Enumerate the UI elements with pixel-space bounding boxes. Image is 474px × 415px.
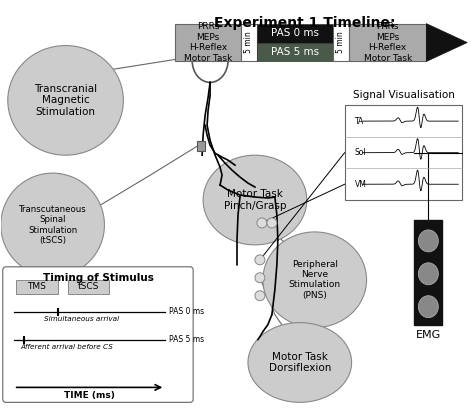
Text: Motor Task
Pinch/Grasp: Motor Task Pinch/Grasp (224, 189, 286, 211)
Ellipse shape (203, 155, 307, 245)
Text: Sol: Sol (355, 148, 366, 157)
Text: Experiment 1 Timeline:: Experiment 1 Timeline: (214, 16, 395, 29)
Ellipse shape (267, 218, 277, 228)
Text: Transcutaneous
Spinal
Stimulation
(tSCS): Transcutaneous Spinal Stimulation (tSCS) (19, 205, 86, 245)
Bar (345, 105, 462, 200)
Text: PAS 5 ms: PAS 5 ms (169, 335, 204, 344)
Ellipse shape (192, 39, 228, 83)
Bar (414, 220, 442, 325)
Bar (349, 24, 426, 61)
Text: PRRs
MEPs
H-Reflex
Motor Task: PRRs MEPs H-Reflex Motor Task (364, 22, 412, 63)
Text: TIME (ms): TIME (ms) (64, 391, 115, 400)
Text: TA: TA (355, 117, 364, 126)
Text: TMS: TMS (27, 282, 46, 291)
Ellipse shape (419, 296, 438, 317)
Bar (333, 24, 349, 61)
Text: Afferent arrival before CS: Afferent arrival before CS (20, 344, 113, 349)
Text: 5 min: 5 min (337, 32, 346, 54)
Bar (241, 24, 257, 61)
Ellipse shape (263, 232, 366, 327)
Bar (197, 141, 205, 151)
Text: Simultaneous arrival: Simultaneous arrival (45, 316, 119, 322)
Ellipse shape (419, 263, 438, 285)
Bar (16, 280, 58, 294)
Ellipse shape (255, 273, 265, 283)
Ellipse shape (8, 46, 123, 155)
Text: PRRs
MEPs
H-Reflex
Motor Task: PRRs MEPs H-Reflex Motor Task (184, 22, 232, 63)
Text: VM: VM (355, 180, 366, 189)
Text: Transcranial
Magnetic
Stimulation: Transcranial Magnetic Stimulation (34, 84, 97, 117)
Ellipse shape (257, 218, 267, 228)
Text: 5 min: 5 min (245, 32, 254, 54)
Bar (175, 24, 241, 61)
Text: tSCS: tSCS (78, 282, 99, 291)
Text: Peripheral
Nerve
Stimulation
(PNS): Peripheral Nerve Stimulation (PNS) (289, 260, 341, 300)
Text: EMG: EMG (416, 330, 441, 339)
Text: PAS 0 ms: PAS 0 ms (169, 307, 204, 316)
Ellipse shape (1, 173, 104, 277)
Text: PAS 5 ms: PAS 5 ms (271, 47, 319, 57)
Bar (68, 280, 109, 294)
Text: Motor Task
Dorsiflexion: Motor Task Dorsiflexion (269, 352, 331, 373)
Polygon shape (426, 24, 467, 61)
Bar (257, 24, 333, 43)
FancyBboxPatch shape (3, 267, 193, 403)
Text: Signal Visualisation: Signal Visualisation (353, 90, 455, 100)
Text: PAS 0 ms: PAS 0 ms (271, 28, 319, 38)
Text: Timing of Stimulus: Timing of Stimulus (43, 273, 154, 283)
Ellipse shape (255, 255, 265, 265)
Ellipse shape (419, 230, 438, 252)
Ellipse shape (248, 322, 352, 403)
Ellipse shape (255, 291, 265, 301)
Bar (257, 43, 333, 61)
